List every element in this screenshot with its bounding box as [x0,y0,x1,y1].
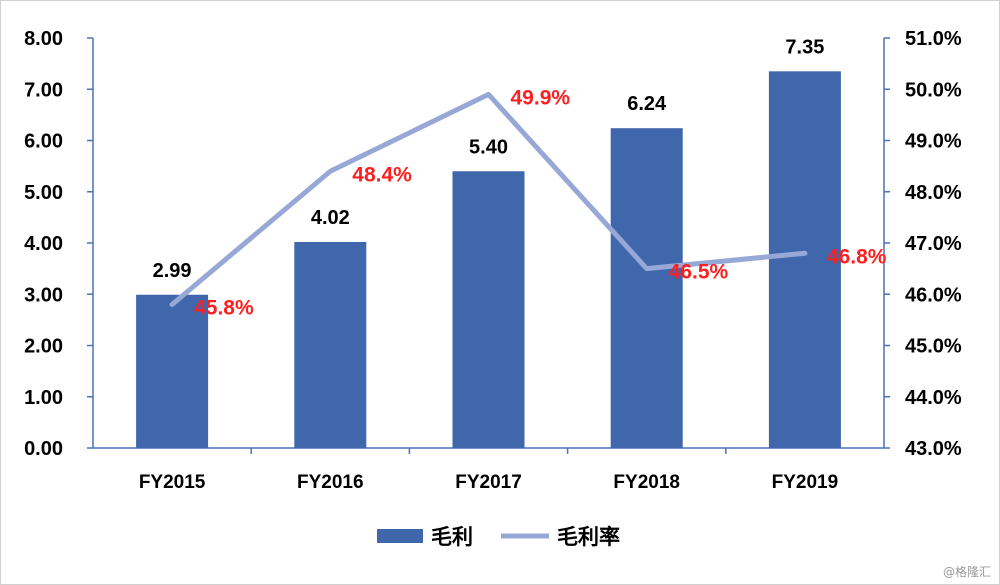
legend-label-bar: 毛利 [431,525,473,549]
y-right-tick-label: 51.0% [905,28,962,50]
y-left-tick-label: 6.00 [24,131,63,153]
bar-data-label: 4.02 [311,207,350,229]
bars-layer [136,71,841,448]
bar [136,294,209,448]
axes-layer: 0.00 1.00 2.00 3.00 4.00 5.00 6.00 7.00 8.00 43.0… [24,28,962,493]
y-right-tick-label: 45.0% [905,336,962,358]
legend-label-line: 毛利率 [557,525,620,549]
y-right-tick-label: 47.0% [905,233,962,255]
y-right-tick-label: 48.0% [905,182,962,204]
y-left-tick-label: 5.00 [24,182,63,204]
line-data-label: 45.8% [194,297,254,320]
bar [610,128,683,448]
y-right-tick-label: 50.0% [905,79,962,101]
line-data-label: 46.8% [827,245,887,268]
y-right-tick-label: 46.0% [905,284,962,306]
x-tick-label: FY2015 [139,472,206,493]
x-tick-label: FY2019 [772,472,839,493]
bar-data-label: 5.40 [469,136,508,158]
legend: 毛利 毛利率 [377,525,620,549]
line-data-label: 46.5% [669,261,729,284]
bar-data-label: 2.99 [153,260,192,282]
y-left-tick-label: 2.00 [24,336,63,358]
legend-swatch-bar [377,529,423,543]
watermark: @格隆汇 [943,564,991,579]
y-left-tick-label: 0.00 [24,438,63,460]
y-left-tick-label: 7.00 [24,79,63,101]
bar-data-label: 6.24 [627,93,667,115]
y-left-tick-label: 3.00 [24,284,63,306]
y-left-tick-label: 8.00 [24,28,63,50]
bar [768,71,841,448]
labels-layer: 2.99 4.02 5.40 6.24 7.35 45.8% 48.4% 49.9% 46.5%… [153,36,887,319]
line-layer [169,91,808,307]
y-left-tick-label: 4.00 [24,233,63,255]
y-right-tick-label: 49.0% [905,131,962,153]
bar [452,171,525,448]
y-right-tick-label: 43.0% [905,438,962,460]
x-tick-label: FY2016 [297,472,364,493]
x-tick-label: FY2018 [613,472,680,493]
bar-data-label: 7.35 [785,36,824,58]
x-tick-label: FY2017 [455,472,522,493]
y-right-tick-label: 44.0% [905,387,962,409]
bar [294,241,367,448]
y-left-tick-label: 1.00 [24,387,63,409]
line-data-label: 48.4% [352,163,412,186]
line-data-label: 49.9% [511,86,571,109]
line-series-gross-margin [169,91,808,307]
